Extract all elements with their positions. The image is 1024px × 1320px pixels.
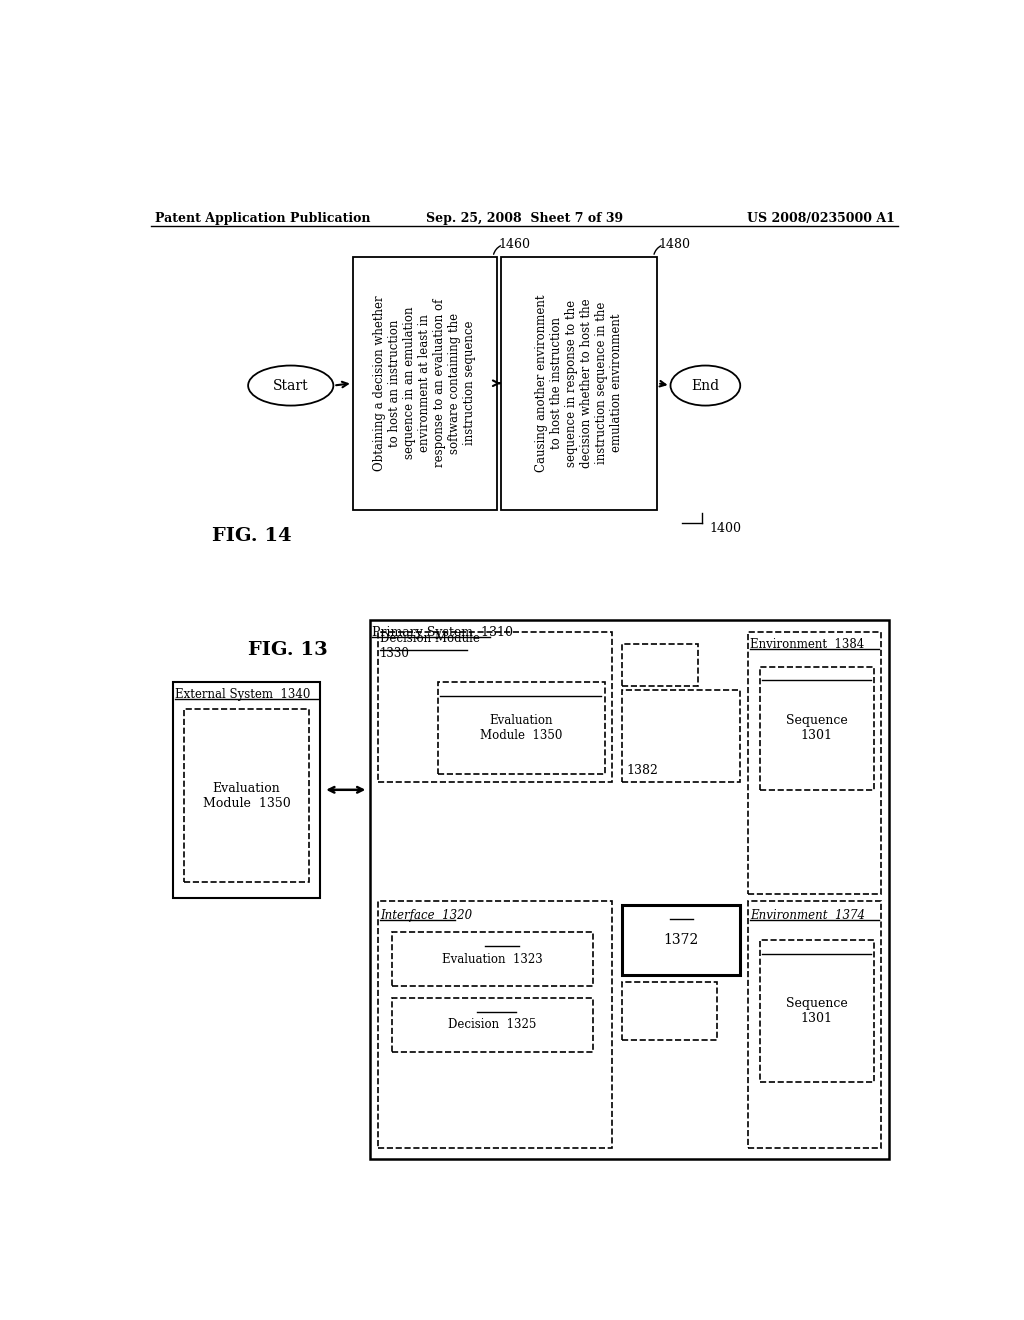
Text: Environment  1384: Environment 1384 (751, 638, 864, 651)
Bar (438, 682, 604, 775)
Text: Decision Module
1330: Decision Module 1330 (380, 632, 480, 660)
Text: Causing another environment
to host the instruction
sequence in response to the
: Causing another environment to host the … (536, 294, 623, 473)
Text: Sequence
1301: Sequence 1301 (785, 997, 848, 1026)
Text: 1480: 1480 (658, 238, 691, 251)
Bar (623, 690, 740, 781)
Bar (173, 682, 321, 898)
Bar (760, 667, 873, 789)
Text: Evaluation
Module  1350: Evaluation Module 1350 (480, 714, 562, 742)
Bar (378, 902, 612, 1148)
Bar (352, 257, 497, 510)
Bar (391, 932, 593, 986)
Text: FIG. 14: FIG. 14 (212, 527, 291, 545)
Text: End: End (691, 379, 720, 392)
Bar (623, 982, 717, 1040)
Text: Sep. 25, 2008  Sheet 7 of 39: Sep. 25, 2008 Sheet 7 of 39 (426, 213, 624, 224)
Bar (501, 257, 657, 510)
Bar (370, 620, 889, 1159)
Text: 1460: 1460 (499, 238, 530, 251)
Text: Start: Start (273, 379, 308, 392)
Text: FIG. 13: FIG. 13 (248, 640, 328, 659)
Ellipse shape (248, 366, 334, 405)
Bar (183, 709, 309, 882)
Text: External System  1340: External System 1340 (175, 688, 310, 701)
Bar (378, 632, 612, 781)
Bar (748, 902, 882, 1148)
Text: Evaluation  1323: Evaluation 1323 (442, 953, 543, 966)
Text: Primary System  1310: Primary System 1310 (372, 626, 513, 639)
Text: 1382: 1382 (627, 764, 658, 777)
Text: Decision  1325: Decision 1325 (449, 1018, 537, 1031)
Text: US 2008/0235000 A1: US 2008/0235000 A1 (748, 213, 895, 224)
Ellipse shape (671, 366, 740, 405)
Text: Evaluation
Module  1350: Evaluation Module 1350 (203, 781, 291, 809)
Text: Patent Application Publication: Patent Application Publication (155, 213, 371, 224)
Text: Obtaining a decision whether
to host an instruction
sequence in an emulation
env: Obtaining a decision whether to host an … (374, 296, 476, 471)
Bar (760, 940, 873, 1082)
Bar (748, 632, 882, 894)
Bar (391, 998, 593, 1052)
Text: Interface  1320: Interface 1320 (380, 908, 472, 921)
Bar (623, 644, 697, 686)
Text: 1400: 1400 (710, 521, 741, 535)
Text: Environment  1374: Environment 1374 (751, 908, 865, 921)
Text: Sequence
1301: Sequence 1301 (785, 714, 848, 742)
Text: 1372: 1372 (664, 933, 699, 946)
Bar (623, 906, 740, 974)
